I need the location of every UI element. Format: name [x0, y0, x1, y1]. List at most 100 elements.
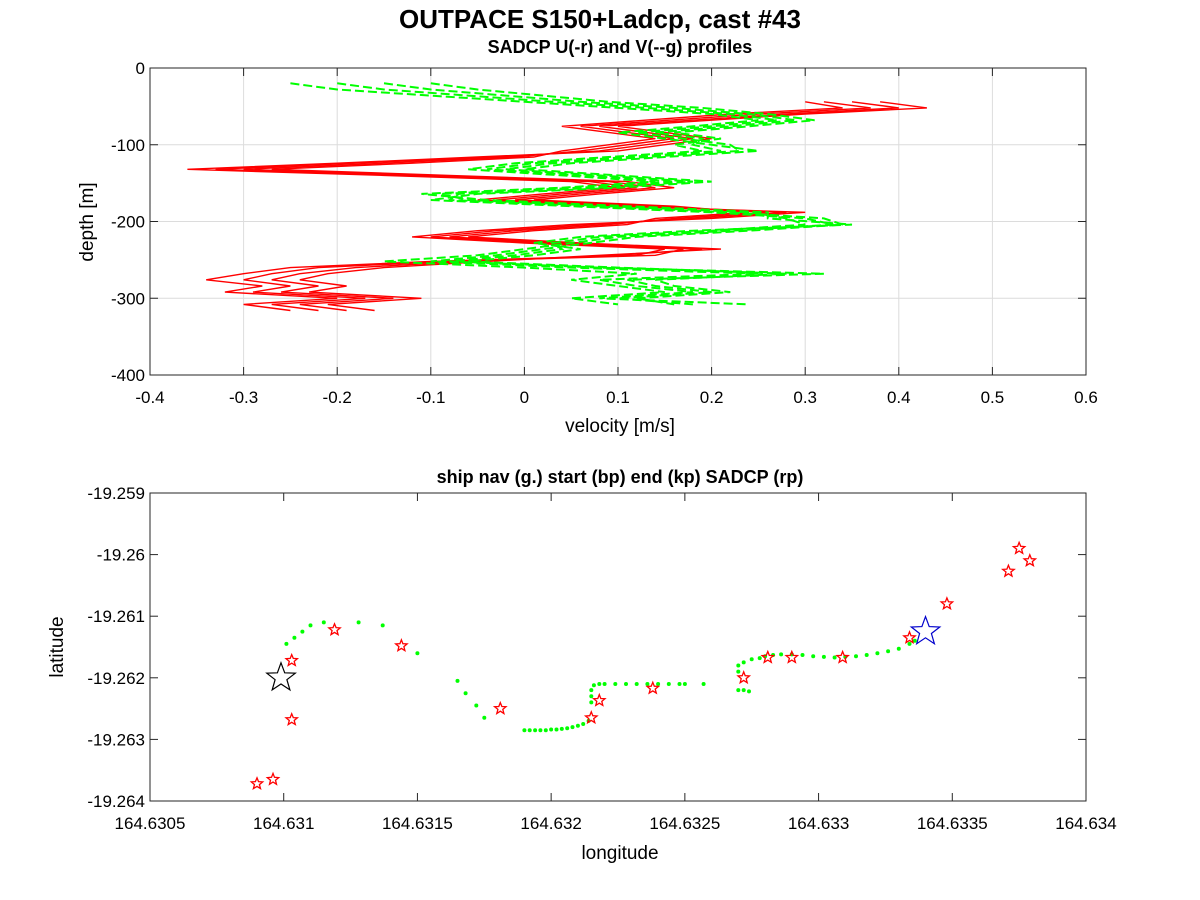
profile-x-tick-label: 0	[520, 388, 529, 407]
nav-y-tick-label: -19.263	[87, 730, 145, 749]
profile-x-tick-label: 0.4	[887, 388, 911, 407]
nav-y-axis-label: latitude	[47, 616, 68, 677]
nav-x-tick-label: 164.6305	[115, 814, 186, 833]
nav-track-point	[591, 683, 596, 688]
profile-x-tick-label: -0.3	[229, 388, 258, 407]
nav-sadcp-star	[902, 629, 917, 645]
nav-track-point	[554, 727, 559, 732]
nav-chart-title: ship nav (g.) start (bp) end (kp) SADCP …	[437, 467, 804, 487]
profile-line-v	[421, 82, 853, 306]
nav-sadcp-star	[492, 700, 508, 715]
nav-track-point	[463, 691, 468, 696]
profile-y-tick-label: -200	[111, 213, 145, 232]
nav-track-point	[549, 727, 554, 732]
nav-sadcp-star	[835, 649, 850, 664]
nav-track-point	[356, 620, 361, 625]
nav-track-point	[482, 715, 487, 720]
nav-track-point	[832, 655, 837, 660]
nav-sadcp-star	[265, 771, 281, 786]
nav-track-point	[565, 726, 570, 731]
nav-y-tick-label: -19.264	[87, 792, 145, 811]
nav-end-star	[909, 614, 942, 646]
nav-sadcp-star	[249, 776, 265, 791]
nav-x-axis-label: longitude	[581, 843, 658, 864]
nav-track-point	[800, 653, 805, 657]
nav-track-point	[821, 654, 826, 659]
profile-line-u	[215, 101, 899, 312]
profile-x-tick-label: -0.1	[416, 388, 445, 407]
nav-sadcp-star	[784, 649, 800, 664]
nav-y-tick-label: -19.259	[87, 484, 145, 503]
profile-y-axis-label: depth [m]	[77, 182, 98, 261]
nav-y-tick-label: -19.26	[97, 546, 145, 565]
velocity-profile-chart: SADCP U(-r) and V(--g) profiles -0.4 -0.3…	[77, 37, 1098, 437]
nav-track-point	[736, 669, 741, 674]
nav-y-tick-label: -19.261	[87, 607, 145, 626]
nav-track-point	[613, 682, 618, 686]
nav-track-point	[597, 682, 602, 686]
nav-track-point	[907, 641, 912, 646]
nav-track-point	[896, 646, 901, 651]
nav-sadcp-star	[1011, 540, 1027, 555]
nav-y-tick-label: -19.262	[87, 669, 145, 688]
profile-lines	[187, 82, 927, 312]
nav-track-point	[757, 656, 762, 661]
nav-track-point	[864, 653, 869, 657]
nav-track-point	[677, 682, 682, 686]
nav-track-point	[589, 688, 594, 693]
nav-track-point	[602, 682, 607, 686]
profile-line-u	[243, 101, 871, 312]
nav-track-point	[682, 682, 687, 686]
nav-track-point	[741, 688, 746, 693]
nav-sadcp-star	[327, 622, 342, 637]
nav-track-point	[645, 682, 650, 686]
nav-track-point	[300, 629, 305, 634]
nav-track-point	[533, 728, 538, 733]
nav-track-point	[656, 682, 661, 686]
profile-x-tick-label: 0.1	[606, 388, 630, 407]
profile-y-tick-label: -300	[111, 289, 145, 308]
nav-track-point	[624, 682, 628, 686]
nav-track-point	[749, 657, 754, 662]
nav-plot-area	[150, 493, 1086, 801]
profile-x-tick-label: 0.3	[793, 388, 817, 407]
nav-track-point	[559, 726, 564, 731]
nav-track-point	[308, 623, 313, 628]
nav-track-point	[455, 678, 460, 683]
nav-sadcp-star	[736, 669, 752, 685]
nav-track-point	[666, 682, 671, 686]
nav-track-point	[527, 728, 532, 733]
nav-track-point	[543, 728, 548, 733]
nav-track-point	[415, 651, 420, 656]
nav-x-tick-label: 164.6315	[382, 814, 453, 833]
nav-sadcp-star	[394, 637, 409, 653]
figure-title: OUTPACE S150+Ladcp, cast #43	[399, 4, 801, 34]
nav-track-point	[701, 682, 706, 686]
nav-track-point	[811, 654, 816, 659]
nav-track-point	[854, 654, 858, 659]
profile-x-tick-label: 0.5	[981, 388, 1005, 407]
nav-track-point	[284, 641, 289, 646]
nav-sadcp-star	[645, 680, 661, 695]
profile-line-u	[271, 101, 843, 312]
nav-sadcp-star	[1000, 563, 1016, 578]
nav-track-point	[736, 663, 741, 668]
nav-ticks: 164.6305 164.631 164.6315 164.632 164.6325 16…	[87, 484, 1116, 833]
nav-sadcp-star	[1022, 553, 1038, 568]
nav-plot-frame	[149, 492, 1087, 802]
nav-track-point	[575, 723, 580, 728]
nav-marks	[249, 540, 1038, 791]
nav-track-point	[779, 652, 784, 657]
nav-track-point	[741, 660, 746, 665]
nav-x-tick-label: 164.631	[253, 814, 314, 833]
nav-track-point	[570, 725, 575, 730]
nav-x-tick-label: 164.632	[520, 814, 581, 833]
profile-chart-title: SADCP U(-r) and V(--g) profiles	[488, 37, 753, 57]
nav-sadcp-star	[591, 692, 607, 707]
nav-track-point	[589, 694, 594, 699]
profile-x-tick-label: -0.4	[135, 388, 164, 407]
nav-track-point	[634, 682, 639, 686]
ship-nav-chart: ship nav (g.) start (bp) end (kp) SADCP …	[47, 467, 1117, 864]
